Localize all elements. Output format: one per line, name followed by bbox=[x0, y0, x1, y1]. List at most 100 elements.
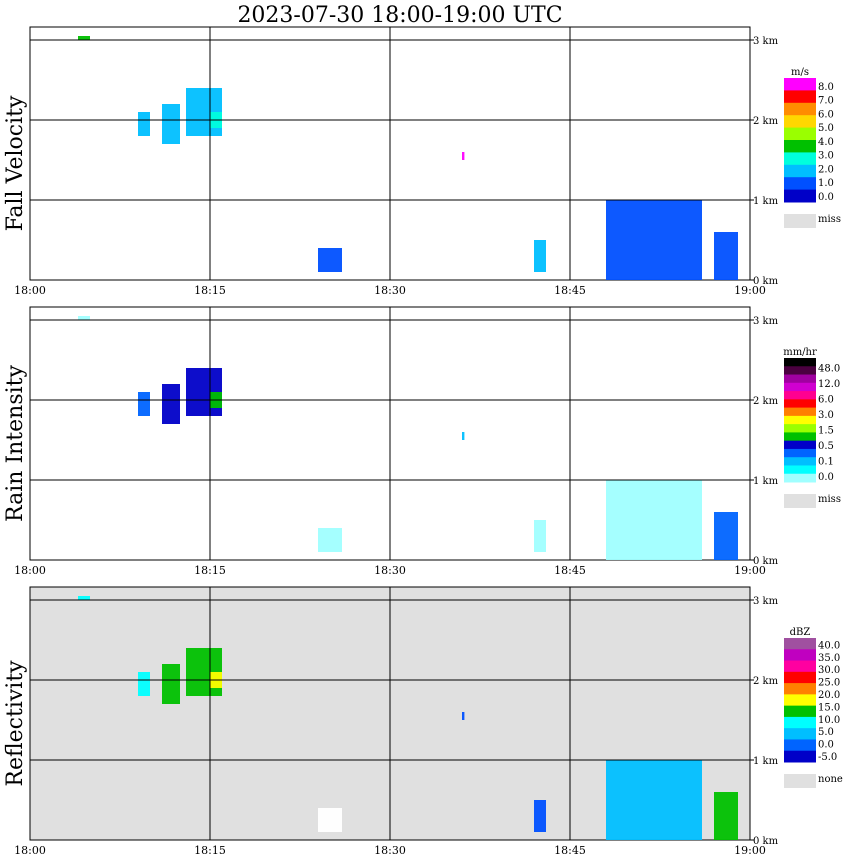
legend-swatch bbox=[784, 660, 816, 673]
panel-fall-velocity: 0 km 1 km 2 km 3 km 18:00 18:15 18:30 18:45 1… bbox=[3, 26, 841, 297]
legend-swatch bbox=[784, 366, 816, 376]
legend-missing-swatch bbox=[784, 494, 816, 508]
legend-label: 25.0 bbox=[818, 678, 840, 689]
data-cell bbox=[714, 232, 738, 280]
data-cell bbox=[462, 432, 465, 440]
legend-swatch bbox=[784, 152, 816, 166]
legend-swatch bbox=[784, 705, 816, 718]
legend-label: 5.0 bbox=[818, 123, 834, 134]
legend-label: 0.5 bbox=[818, 441, 834, 452]
legend-swatch bbox=[784, 90, 816, 104]
legend-swatch bbox=[784, 465, 816, 475]
data-cell bbox=[606, 760, 702, 840]
data-cell bbox=[534, 800, 546, 832]
y-axis-label: Fall Velocity bbox=[3, 95, 28, 231]
legend-unit: mm/hr bbox=[783, 347, 817, 358]
x-tick-label: 18:45 bbox=[554, 844, 586, 857]
legend-swatch bbox=[784, 649, 816, 662]
y-tick-label: 2 km bbox=[753, 676, 779, 687]
legend-swatch bbox=[784, 432, 816, 442]
legend-label: 5.0 bbox=[818, 727, 834, 738]
legend-label: 40.0 bbox=[818, 640, 840, 651]
legend-swatch bbox=[784, 399, 816, 409]
data-cell bbox=[162, 104, 180, 144]
x-tick-label: 18:30 bbox=[374, 844, 406, 857]
data-cell bbox=[78, 36, 90, 40]
data-cell bbox=[138, 672, 150, 696]
data-cell bbox=[162, 384, 180, 424]
legend-swatch bbox=[784, 739, 816, 752]
legend-label: 30.0 bbox=[818, 665, 840, 676]
data-cell bbox=[462, 152, 465, 160]
legend-label: 3.0 bbox=[818, 410, 834, 421]
legend-swatch bbox=[784, 448, 816, 458]
legend-swatch bbox=[784, 473, 816, 483]
legend-label: 10.0 bbox=[818, 715, 840, 726]
y-axis-label: Rain Intensity bbox=[3, 364, 28, 521]
data-cell bbox=[138, 112, 150, 136]
legend-swatch bbox=[784, 694, 816, 707]
x-tick-label: 18:15 bbox=[194, 844, 226, 857]
data-cell bbox=[138, 392, 150, 416]
legend-label: 2.0 bbox=[818, 164, 834, 175]
x-tick-label: 18:45 bbox=[554, 564, 586, 577]
legend-swatch bbox=[784, 115, 816, 129]
panel-reflectivity: 0 km 1 km 2 km 3 km 18:00 18:15 18:30 18:45 1… bbox=[3, 586, 843, 857]
legend-swatch bbox=[784, 440, 816, 450]
legend-label: 20.0 bbox=[818, 690, 840, 701]
data-cell bbox=[162, 664, 180, 704]
legend-label: 7.0 bbox=[818, 96, 834, 107]
x-tick-label: 18:00 bbox=[14, 564, 46, 577]
legend-label: 0.0 bbox=[818, 740, 834, 751]
data-cell bbox=[78, 316, 90, 320]
chart-title: 2023-07-30 18:00-19:00 UTC bbox=[237, 3, 562, 28]
legend-swatch bbox=[784, 415, 816, 425]
x-tick-label: 18:30 bbox=[374, 284, 406, 297]
legend-missing-swatch bbox=[784, 774, 816, 788]
y-axis-label: Reflectivity bbox=[3, 660, 28, 787]
x-tick-label: 18:30 bbox=[374, 564, 406, 577]
y-tick-label: 1 km bbox=[753, 196, 779, 207]
legend-swatch bbox=[784, 140, 816, 153]
legend-swatch bbox=[784, 127, 816, 141]
x-tick-label: 18:15 bbox=[194, 284, 226, 297]
data-cell bbox=[318, 808, 342, 832]
legend-unit: dBZ bbox=[790, 627, 811, 638]
y-tick-label: 3 km bbox=[753, 316, 779, 327]
legend-swatch bbox=[784, 189, 816, 203]
legend-swatch bbox=[784, 358, 816, 367]
legend-label: 12.0 bbox=[818, 379, 840, 390]
x-tick-label: 18:15 bbox=[194, 564, 226, 577]
data-cell bbox=[534, 240, 546, 272]
legend-swatch bbox=[784, 638, 816, 650]
legend-label: 6.0 bbox=[818, 109, 834, 120]
data-cell bbox=[462, 712, 465, 720]
legend-label: 0.0 bbox=[818, 192, 834, 203]
data-cell bbox=[606, 200, 702, 280]
legend-label: 48.0 bbox=[818, 364, 840, 375]
legend-unit: m/s bbox=[791, 67, 809, 78]
data-cell bbox=[534, 520, 546, 552]
legend-label: -5.0 bbox=[818, 752, 837, 763]
data-cell bbox=[78, 596, 90, 600]
legend-label: 15.0 bbox=[818, 702, 840, 713]
y-tick-label: 2 km bbox=[753, 396, 779, 407]
data-cell bbox=[606, 480, 702, 560]
legend-label: 1.5 bbox=[818, 426, 834, 437]
y-tick-label: 0 km bbox=[753, 276, 779, 287]
legend-swatch bbox=[784, 78, 816, 91]
legend-label: 3.0 bbox=[818, 151, 834, 162]
legend-swatch bbox=[784, 424, 816, 433]
y-tick-label: 1 km bbox=[753, 756, 779, 767]
legend-swatch bbox=[784, 716, 816, 729]
legend-label: 6.0 bbox=[818, 395, 834, 406]
data-cell bbox=[714, 792, 738, 840]
y-tick-label: 0 km bbox=[753, 556, 779, 567]
legend-label: 0.0 bbox=[818, 472, 834, 483]
data-cell bbox=[714, 512, 738, 560]
legend-swatch bbox=[784, 671, 816, 684]
legend-label: 8.0 bbox=[818, 82, 834, 93]
legend-label: 0.1 bbox=[818, 457, 834, 468]
legend-swatch bbox=[784, 374, 816, 384]
legend-missing-label: miss bbox=[818, 214, 841, 225]
